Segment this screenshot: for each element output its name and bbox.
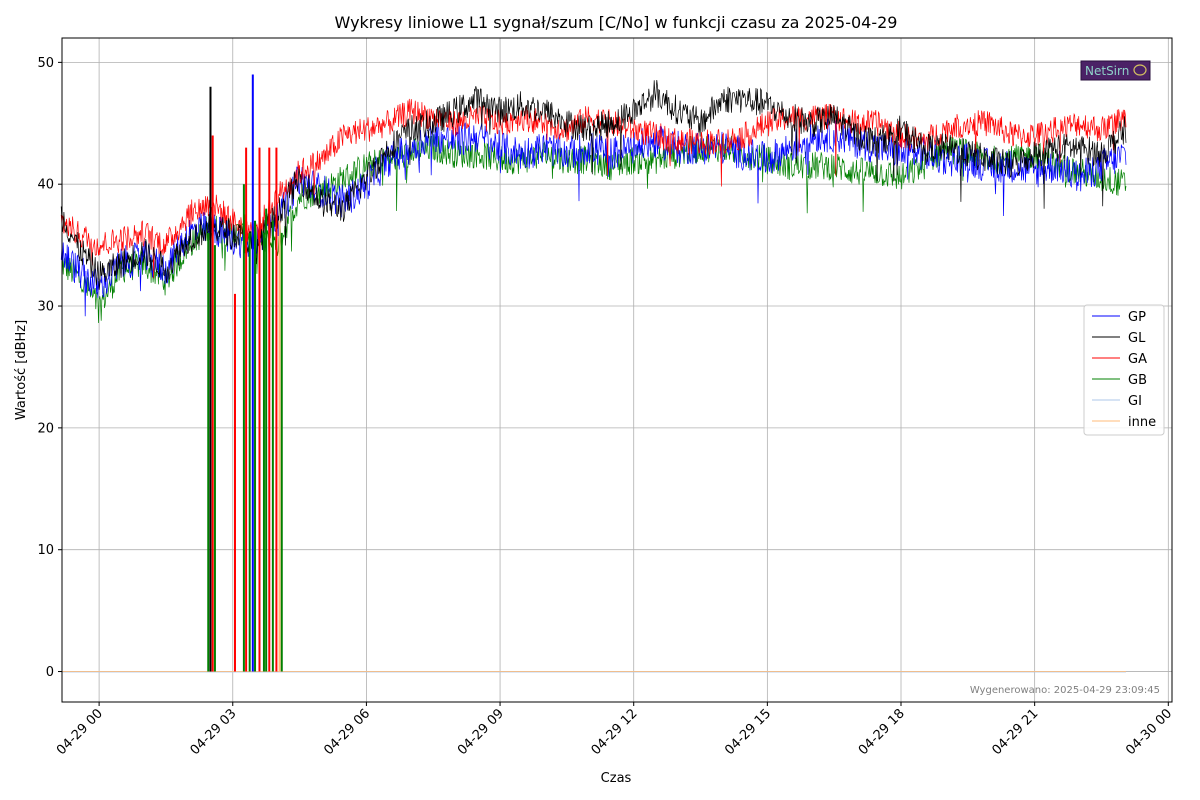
y-axis-label: Wartość [dBHz]	[14, 320, 29, 420]
legend-label-gl: GL	[1128, 331, 1146, 346]
y-tick-label: 0	[46, 665, 54, 680]
legend-label-ga: GA	[1128, 352, 1147, 367]
y-tick-label: 10	[37, 543, 54, 558]
y-tick-label: 50	[37, 56, 54, 71]
series-lines	[60, 79, 1127, 324]
x-axis-label: Czas	[601, 771, 632, 786]
y-tick-label: 40	[37, 178, 54, 193]
legend-label-inne: inne	[1128, 415, 1156, 430]
chart-title: Wykresy liniowe L1 sygnał/szum [C/No] w …	[335, 13, 898, 32]
grid	[62, 38, 1172, 702]
series-line-gl	[60, 79, 1127, 290]
legend-label-gb: GB	[1128, 373, 1147, 388]
y-axis-ticks: 0 10 20 30 40 50	[37, 56, 62, 680]
series-line-ga	[60, 98, 1127, 279]
dropout-spikes	[207, 74, 283, 672]
logo-text: NetSirn	[1085, 64, 1129, 78]
logo: NetSirn	[1080, 60, 1151, 81]
plot-frame	[61, 37, 1173, 703]
y-tick-label: 30	[37, 300, 54, 315]
legend: GP GL GA GB GI inne	[1083, 304, 1165, 436]
legend-label-gp: GP	[1128, 310, 1146, 325]
legend-label-gi: GI	[1128, 394, 1142, 409]
y-tick-label: 20	[37, 421, 54, 436]
generated-timestamp: Wygenerowano: 2025-04-29 23:09:45	[970, 685, 1160, 696]
zero-baseline	[61, 671, 1126, 673]
